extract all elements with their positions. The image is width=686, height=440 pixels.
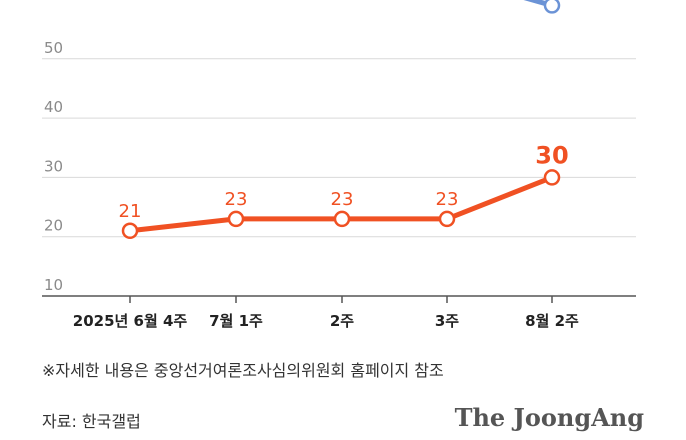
y-tick-label: 20 xyxy=(44,217,63,235)
data-label: 23 xyxy=(225,189,248,210)
x-tick-label: 3주 xyxy=(435,312,459,330)
x-tick-label: 2025년 6월 4주 xyxy=(73,312,188,330)
data-point xyxy=(543,0,561,14)
brand-logo: The JoongAng xyxy=(454,403,644,432)
y-tick-label: 30 xyxy=(44,157,63,175)
y-tick-label: 50 xyxy=(44,39,63,57)
x-tick-label: 8월 2주 xyxy=(525,312,579,330)
source-note: 자료: 한국갤럽 xyxy=(42,412,141,431)
y-tick-label: 10 xyxy=(44,276,63,294)
data-label: 23 xyxy=(331,189,354,210)
data-point xyxy=(543,169,561,186)
data-label: 23 xyxy=(436,189,459,210)
data-label: 21 xyxy=(119,201,142,222)
series-line xyxy=(523,0,555,8)
x-tick-label: 7월 1주 xyxy=(209,312,263,330)
x-tick-label: 2주 xyxy=(330,312,354,330)
y-tick-label: 40 xyxy=(44,98,63,116)
footnote: ※자세한 내용은 중앙선거여론조사심의위원회 홈페이지 참조 xyxy=(42,361,444,380)
data-label: 30 xyxy=(535,141,568,169)
data-point xyxy=(227,210,245,228)
data-point xyxy=(438,210,456,228)
data-point xyxy=(121,222,139,240)
data-point xyxy=(333,210,351,228)
